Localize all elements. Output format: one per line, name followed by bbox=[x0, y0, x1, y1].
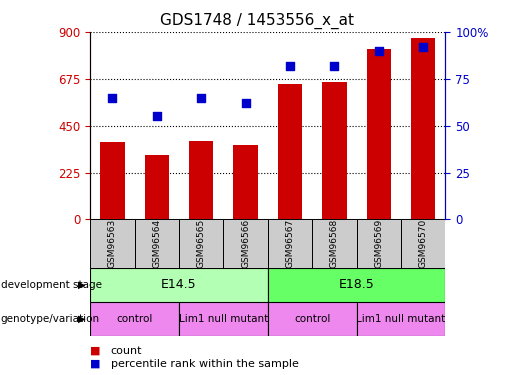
Text: GSM96567: GSM96567 bbox=[285, 219, 295, 268]
Text: GSM96569: GSM96569 bbox=[374, 219, 383, 268]
Text: GSM96565: GSM96565 bbox=[197, 219, 205, 268]
Bar bbox=[145, 155, 169, 219]
Bar bbox=[179, 219, 224, 268]
Text: GDS1748 / 1453556_x_at: GDS1748 / 1453556_x_at bbox=[161, 13, 354, 29]
Text: E18.5: E18.5 bbox=[339, 279, 374, 291]
Text: ▶: ▶ bbox=[77, 280, 85, 290]
Bar bbox=[189, 141, 213, 219]
Text: GSM96563: GSM96563 bbox=[108, 219, 117, 268]
Text: GSM96566: GSM96566 bbox=[241, 219, 250, 268]
Bar bbox=[224, 219, 268, 268]
Text: development stage: development stage bbox=[1, 280, 101, 290]
Text: control: control bbox=[116, 314, 153, 324]
Bar bbox=[401, 219, 445, 268]
Bar bbox=[356, 302, 445, 336]
Bar bbox=[312, 219, 356, 268]
Bar bbox=[268, 302, 356, 336]
Bar bbox=[179, 302, 268, 336]
Bar bbox=[278, 84, 302, 219]
Point bbox=[286, 63, 294, 69]
Point bbox=[197, 94, 205, 100]
Bar bbox=[90, 268, 268, 302]
Text: ▶: ▶ bbox=[77, 314, 85, 324]
Text: Lim1 null mutant: Lim1 null mutant bbox=[179, 314, 268, 324]
Bar bbox=[322, 82, 347, 219]
Point bbox=[330, 63, 338, 69]
Bar bbox=[134, 219, 179, 268]
Bar bbox=[90, 219, 134, 268]
Point bbox=[242, 100, 250, 106]
Text: GSM96564: GSM96564 bbox=[152, 219, 161, 268]
Text: ■: ■ bbox=[90, 346, 100, 355]
Point bbox=[375, 48, 383, 54]
Point bbox=[419, 44, 427, 50]
Point bbox=[152, 113, 161, 119]
Text: ■: ■ bbox=[90, 359, 100, 369]
Text: percentile rank within the sample: percentile rank within the sample bbox=[111, 359, 299, 369]
Bar bbox=[268, 268, 445, 302]
Text: genotype/variation: genotype/variation bbox=[1, 314, 99, 324]
Text: GSM96568: GSM96568 bbox=[330, 219, 339, 268]
Text: count: count bbox=[111, 346, 142, 355]
Text: E14.5: E14.5 bbox=[161, 279, 197, 291]
Bar bbox=[90, 302, 179, 336]
Bar bbox=[411, 38, 436, 219]
Bar bbox=[233, 146, 258, 219]
Text: control: control bbox=[294, 314, 331, 324]
Text: Lim1 null mutant: Lim1 null mutant bbox=[356, 314, 445, 324]
Text: GSM96570: GSM96570 bbox=[419, 219, 428, 268]
Point bbox=[108, 94, 116, 100]
Bar bbox=[367, 48, 391, 219]
Bar bbox=[268, 219, 312, 268]
Bar bbox=[356, 219, 401, 268]
Bar bbox=[100, 142, 125, 219]
